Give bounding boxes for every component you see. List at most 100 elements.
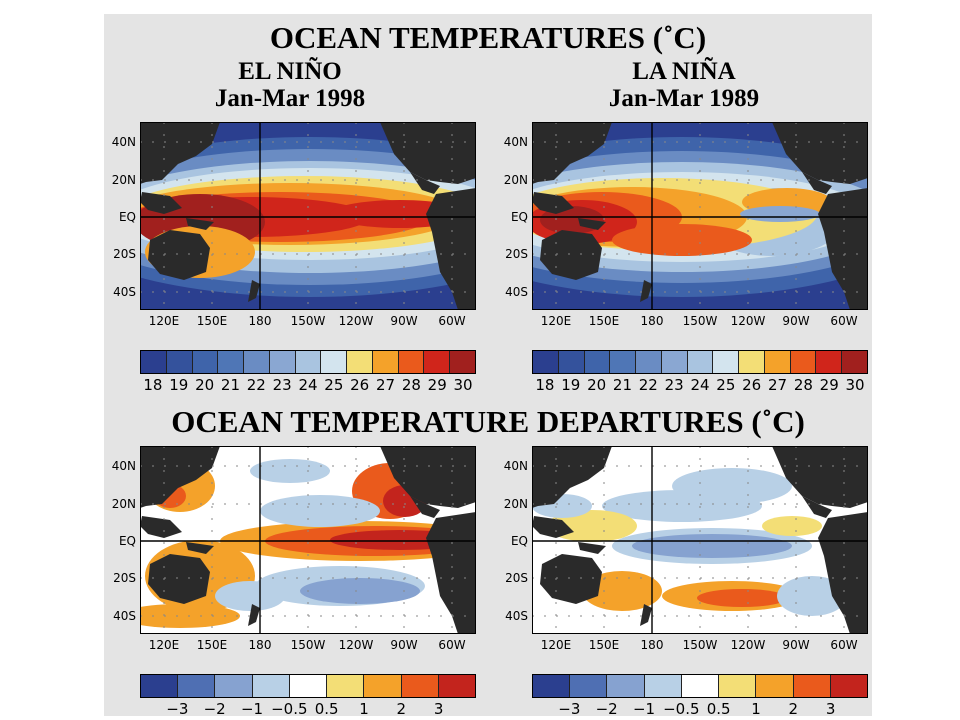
latitude-label: 20S (113, 571, 136, 585)
longitude-label: 60W (438, 314, 466, 328)
latitude-label: 40N (111, 459, 136, 473)
colorbar-swatch (533, 675, 571, 697)
asia-landmass (532, 446, 612, 508)
map-frame (140, 446, 476, 634)
colorbar-swatch (570, 675, 608, 697)
colorbar-tick-label: 21 (612, 376, 632, 394)
longitude-label: 150E (196, 314, 228, 328)
temperature-region (612, 224, 752, 256)
temperature-region (582, 571, 662, 611)
longitude-label: 120E (148, 638, 180, 652)
colorbar-swatch (450, 351, 475, 373)
temperature-region (777, 576, 847, 616)
colorbar-swatch (793, 675, 831, 697)
colorbar-swatch (141, 351, 167, 373)
colorbar-swatch (327, 675, 365, 697)
colorbar-tick-label: 23 (664, 376, 684, 394)
colorbar-swatch (533, 351, 559, 373)
maritime-continent (532, 516, 574, 538)
central-america (802, 172, 832, 194)
colorbar-tick-label: 3 (433, 700, 444, 718)
temperature-region (300, 578, 420, 604)
temperature-region (250, 459, 330, 483)
colorbar-swatch (166, 351, 193, 373)
el-nino-departure-map (140, 446, 476, 634)
colorbar-tick-label: 29 (819, 376, 839, 394)
colorbar-swatch (681, 675, 720, 697)
colorbar-swatch (644, 675, 682, 697)
central-america (410, 496, 440, 518)
latitude-label: 20S (505, 571, 528, 585)
el-nino-temperature-map (140, 122, 476, 310)
central-america (410, 172, 440, 194)
temperature-region (632, 534, 792, 558)
longitude-label: 90W (390, 314, 418, 328)
colorbar-swatch (661, 351, 688, 373)
longitude-label: 180 (640, 638, 664, 652)
colorbar-tick-label: −3 (166, 700, 189, 718)
colorbar-swatch (244, 351, 270, 373)
colorbar-tick-label: 26 (742, 376, 762, 394)
colorbar-swatches (140, 674, 476, 698)
latitude-label: 40N (503, 459, 528, 473)
maritime-continent (532, 192, 574, 214)
colorbar-swatch (192, 351, 219, 373)
la-nina-heading: LA NIÑA Jan-Mar 1989 (534, 58, 834, 112)
colorbar-swatch (830, 675, 867, 697)
latitude-label: EQ (510, 534, 528, 548)
map-frame (140, 122, 476, 310)
colorbar-swatch (215, 675, 253, 697)
colorbar-swatch (842, 351, 867, 373)
colorbar-swatch (816, 351, 843, 373)
new-zealand (248, 604, 260, 626)
colorbar-swatches (140, 350, 476, 374)
map-frame (532, 446, 868, 634)
south-america (426, 188, 476, 310)
longitude-label: 150E (588, 314, 620, 328)
la-nina-temperature-colorbar: 18 19 20 21 22 23 24 25 26 27 28 29 30 (532, 350, 868, 394)
maritime-continent (140, 192, 182, 214)
new-zealand (640, 604, 652, 626)
longitude-label: 120W (730, 314, 766, 328)
colorbar-tick-label: 27 (375, 376, 396, 394)
departure-field (532, 446, 868, 634)
la-nina-temperature-map (532, 122, 868, 310)
colorbar-tick-label: 18 (535, 376, 555, 394)
latitude-label: 40S (113, 285, 136, 299)
temperature-field (140, 122, 476, 310)
longitude-label: 150W (290, 638, 326, 652)
new-zealand (248, 280, 260, 302)
colorbar-tick-label: 28 (401, 376, 421, 394)
la-nina-period: Jan-Mar 1989 (608, 85, 760, 112)
north-america (380, 122, 476, 184)
colorbar-swatch (347, 351, 373, 373)
colorbar-tick-label: −1 (632, 700, 656, 718)
colorbar-tick-label: 0.5 (706, 700, 731, 718)
colorbar-swatch (764, 351, 791, 373)
colorbar-tick-label: 25 (716, 376, 736, 394)
latitude-label: 40N (111, 135, 136, 149)
longitude-label: 90W (782, 314, 810, 328)
colorbar-swatch (269, 351, 296, 373)
longitude-label: 120W (730, 638, 766, 652)
colorbar-tick-label: 19 (169, 376, 189, 394)
colorbar-tick-label: 1 (359, 700, 369, 718)
el-nino-temperature-colorbar: 18 19 20 21 22 23 24 25 26 27 28 29 30 (140, 350, 476, 394)
latitude-label: 20N (503, 173, 528, 187)
colorbar-tick-label: 2 (788, 700, 799, 718)
colorbar-tick-label: 23 (272, 376, 292, 394)
colorbar-swatch (289, 675, 328, 697)
colorbar-labels: −3 −2 −1 −0.5 0.5 1 2 3 (532, 698, 868, 718)
colorbar-swatch (424, 351, 451, 373)
la-nina-departure-colorbar: −3 −2 −1 −0.5 0.5 1 2 3 (532, 674, 868, 718)
new-zealand (640, 280, 652, 302)
temperature-region (740, 206, 820, 222)
latitude-label: 40S (505, 285, 528, 299)
temperature-region (762, 516, 822, 536)
longitude-label: 60W (830, 638, 858, 652)
latitude-label: 40S (505, 609, 528, 623)
colorbar-swatch (141, 675, 179, 697)
colorbar-tick-label: 20 (587, 376, 607, 394)
longitude-label: 120E (540, 314, 572, 328)
longitude-label: 60W (830, 314, 858, 328)
